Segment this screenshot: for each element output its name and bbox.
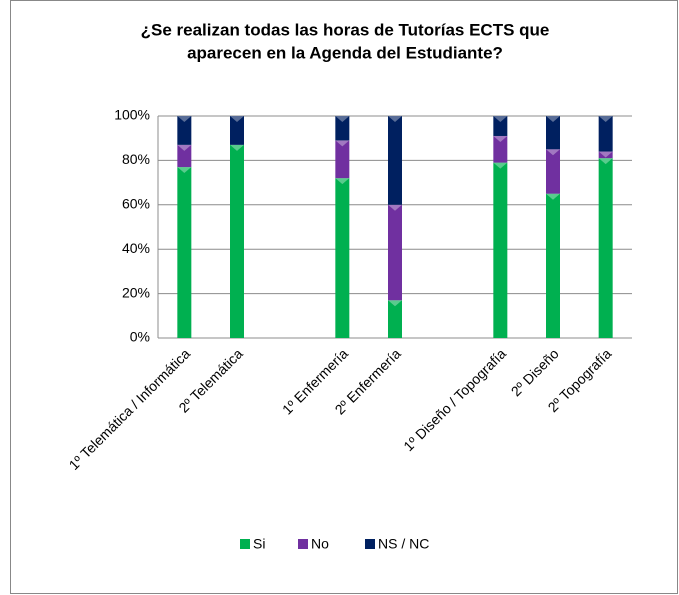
bar-cap bbox=[177, 167, 192, 174]
bar-cap bbox=[598, 151, 613, 158]
bar-segment bbox=[230, 144, 244, 338]
bar-cap bbox=[230, 116, 244, 122]
bar-segment bbox=[598, 151, 613, 159]
bar-segment bbox=[493, 135, 508, 163]
y-tick-label: 60% bbox=[122, 196, 150, 212]
bar-segment bbox=[335, 178, 350, 338]
bar-cap bbox=[388, 204, 402, 211]
bar-segment bbox=[546, 116, 560, 150]
bar-cap bbox=[230, 144, 244, 151]
legend-swatch bbox=[365, 539, 375, 549]
bar-segment bbox=[546, 149, 560, 194]
y-tick-label: 100% bbox=[114, 107, 150, 123]
bar-cap bbox=[177, 144, 192, 151]
bar-segment bbox=[230, 116, 244, 145]
bar-cap bbox=[598, 116, 613, 122]
bar-segment bbox=[493, 162, 508, 338]
chart-title: aparecen en la Agenda del Estudiante? bbox=[187, 43, 503, 62]
bar-cap bbox=[335, 140, 350, 147]
bar-cap bbox=[177, 116, 192, 122]
bar-cap bbox=[388, 116, 402, 122]
legend-label: Si bbox=[253, 536, 265, 552]
legend-swatch bbox=[240, 539, 250, 549]
bar-segment bbox=[335, 140, 350, 179]
y-tick-label: 0% bbox=[130, 329, 150, 345]
bar-cap bbox=[598, 158, 613, 165]
y-tick-label: 80% bbox=[122, 151, 150, 167]
chart-title: ¿Se realizan todas las horas de Tutorías… bbox=[141, 20, 550, 39]
bar-segment bbox=[388, 204, 402, 301]
bar-segment bbox=[598, 116, 613, 152]
legend-label: No bbox=[311, 536, 329, 552]
bar-segment bbox=[388, 300, 402, 338]
bar-segment bbox=[335, 116, 350, 141]
legend-swatch bbox=[298, 539, 308, 549]
bar-cap bbox=[546, 193, 560, 200]
bar-cap bbox=[335, 116, 350, 122]
bar-cap bbox=[493, 162, 508, 169]
bar-segment bbox=[177, 167, 192, 338]
bar-segment bbox=[546, 193, 560, 338]
bar-segment bbox=[177, 144, 192, 168]
bar-segment bbox=[598, 158, 613, 338]
bar-segment bbox=[493, 116, 508, 136]
bar-cap bbox=[546, 116, 560, 122]
bar-cap bbox=[335, 178, 350, 185]
bar-cap bbox=[388, 300, 402, 307]
y-tick-label: 20% bbox=[122, 284, 150, 300]
y-tick-label: 40% bbox=[122, 240, 150, 256]
bar-segment bbox=[177, 116, 192, 145]
bar-cap bbox=[546, 149, 560, 156]
bar-cap bbox=[493, 116, 508, 122]
bar-segment bbox=[388, 116, 402, 205]
legend-label: NS / NC bbox=[378, 536, 429, 552]
bar-cap bbox=[493, 135, 508, 142]
